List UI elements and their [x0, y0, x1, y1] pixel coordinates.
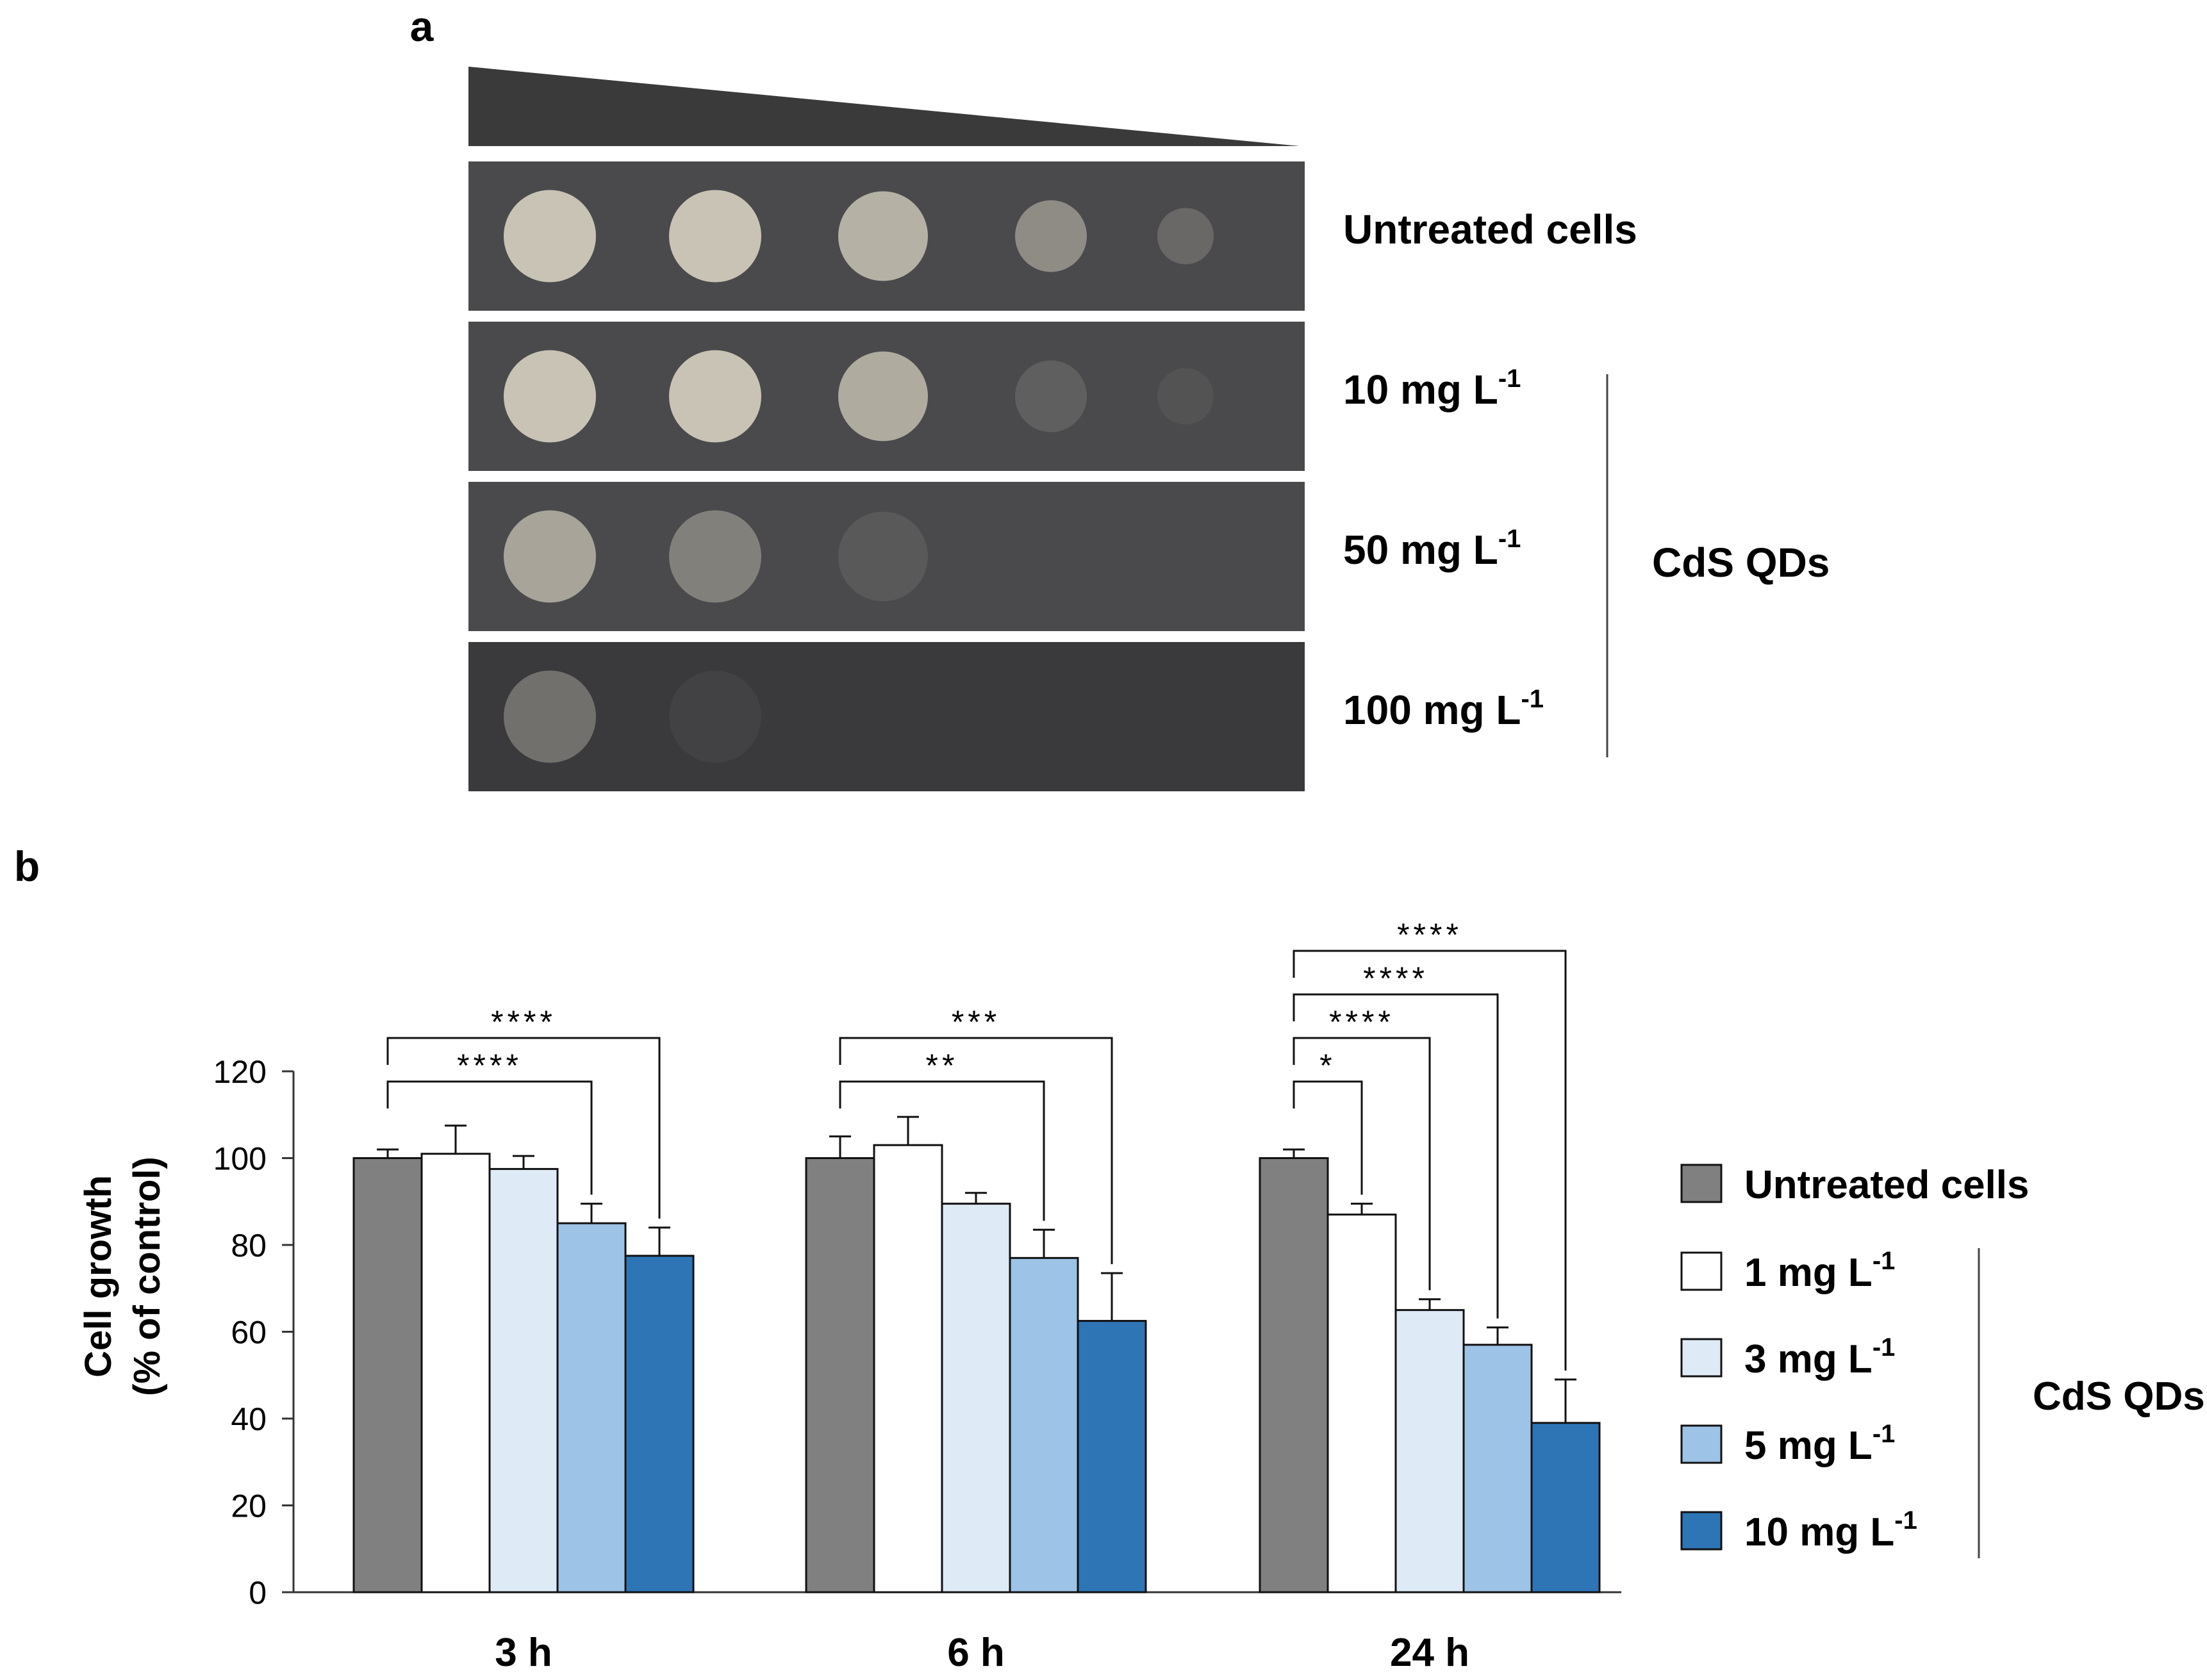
significance-bracket — [839, 1037, 1113, 1265]
y-tick-label: 120 — [213, 1054, 267, 1090]
significance-bracket — [386, 1037, 661, 1219]
colony-spot — [504, 350, 596, 443]
significance-label: * — [1319, 1048, 1335, 1083]
bar — [1009, 1256, 1079, 1594]
plate-row-labels: Untreated cells 10 mg L-1 50 mg L-1 100 mg … — [1343, 206, 1637, 733]
y-axis-title-line1: Cell growth — [78, 1175, 119, 1378]
bar — [1327, 1214, 1397, 1594]
legend-swatch — [1680, 1511, 1723, 1551]
y-tick-label: 100 — [213, 1141, 267, 1177]
plate-row — [468, 642, 1305, 791]
bar — [420, 1153, 491, 1594]
significance-bracket — [1293, 1080, 1363, 1195]
dilution-wedge — [468, 67, 1300, 146]
y-tick-label: 0 — [249, 1575, 267, 1611]
spot-plates — [468, 161, 1305, 791]
significance-bracket — [839, 1080, 1045, 1221]
significance-label: *** — [952, 1004, 1000, 1040]
panel-b-label: b — [14, 843, 40, 890]
legend-swatch — [1680, 1164, 1723, 1203]
bar — [1077, 1320, 1147, 1594]
bar — [488, 1167, 559, 1594]
y-tick-label: 80 — [231, 1228, 267, 1264]
legend-swatch — [1680, 1424, 1723, 1464]
bar — [873, 1144, 943, 1594]
y-tick-label: 60 — [231, 1315, 267, 1351]
cds-group-label-b: CdS QDs — [2033, 1374, 2205, 1419]
colony-spot — [1015, 200, 1087, 272]
legend-label: 10 mg L-1 — [1744, 1506, 1917, 1554]
significance-bracket — [1293, 993, 1499, 1319]
significance-label: **** — [1329, 1004, 1394, 1040]
colony-spot — [1015, 360, 1087, 432]
significance-label: **** — [457, 1048, 522, 1083]
plate-row — [468, 482, 1305, 631]
legend-swatch — [1680, 1251, 1723, 1291]
significance-bracket — [1293, 1037, 1431, 1290]
significance-label: **** — [1397, 917, 1462, 953]
bar — [941, 1203, 1011, 1594]
colony-spot — [838, 191, 928, 281]
cds-group-label-a: CdS QDs — [1652, 539, 1830, 586]
significance-label: ** — [926, 1048, 959, 1083]
x-category-label: 6 h — [947, 1631, 1005, 1675]
bar — [1462, 1344, 1533, 1594]
colony-spot — [1157, 208, 1214, 265]
colony-spot — [669, 350, 761, 443]
bar — [352, 1157, 423, 1594]
colony-spot — [669, 510, 761, 603]
bar — [556, 1222, 627, 1594]
bar — [1259, 1157, 1329, 1594]
plate-row-label: Untreated cells — [1343, 206, 1637, 252]
legend-swatch — [1680, 1338, 1723, 1378]
plate-row-label: 100 mg L-1 — [1343, 685, 1544, 733]
significance-label: **** — [491, 1004, 556, 1040]
bar — [1394, 1309, 1465, 1594]
colony-spot — [504, 510, 596, 603]
panel-a-label: a — [410, 3, 434, 50]
bar — [624, 1255, 695, 1594]
colony-spot — [838, 511, 928, 602]
x-category-label: 24 h — [1390, 1631, 1469, 1675]
colony-spot — [669, 670, 761, 763]
y-tick-label: 20 — [231, 1488, 267, 1524]
y-axis-title-line2: (% of control) — [126, 1157, 168, 1396]
y-tick-label: 40 — [231, 1401, 267, 1437]
legend-label: Untreated cells — [1744, 1163, 2029, 1207]
bar — [1530, 1422, 1601, 1594]
legend-label: 5 mg L-1 — [1744, 1420, 1895, 1468]
legend-label: 1 mg L-1 — [1744, 1247, 1895, 1295]
significance-bracket — [386, 1080, 593, 1195]
colony-spot — [669, 190, 761, 283]
legend: Untreated cells 1 mg L-1 3 mg L-1 5 mg L-1 1… — [1680, 1163, 2029, 1554]
legend-label: 3 mg L-1 — [1744, 1333, 1895, 1381]
colony-spot — [1157, 368, 1214, 425]
colony-spot — [838, 351, 928, 441]
plate-row-label: 50 mg L-1 — [1343, 525, 1521, 573]
colony-spot — [504, 190, 596, 283]
significance-label: **** — [1363, 960, 1428, 996]
bar — [805, 1157, 875, 1594]
colony-spot — [504, 670, 596, 763]
y-axis-title: Cell growth (% of control) — [78, 1157, 168, 1396]
significance-bracket — [1293, 950, 1567, 1371]
x-category-label: 3 h — [495, 1631, 552, 1675]
plate-row-label: 10 mg L-1 — [1343, 365, 1521, 413]
